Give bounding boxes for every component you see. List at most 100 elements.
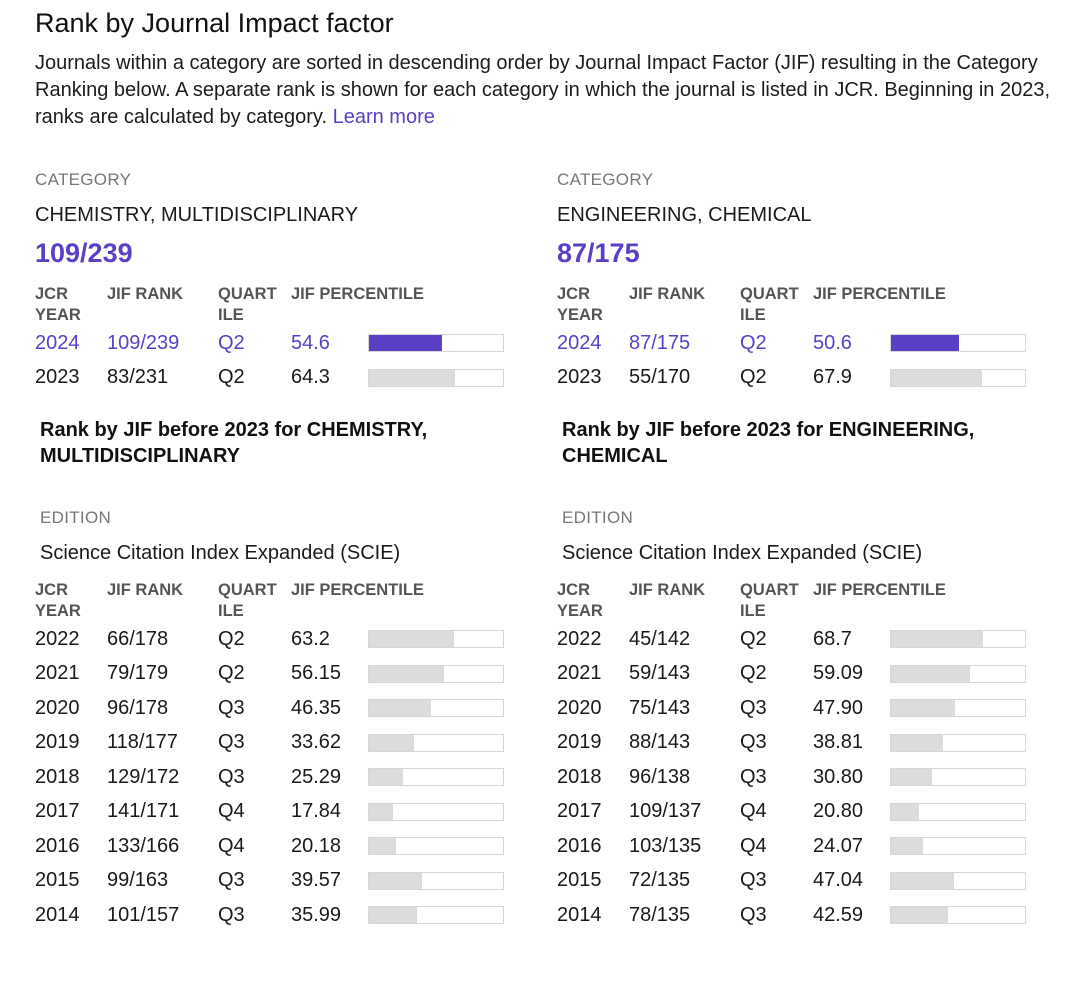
percentile-bar xyxy=(890,368,1026,387)
percentile-bar-fill xyxy=(369,369,456,386)
jif-rank-cell: 79/179 xyxy=(107,662,169,685)
percentile-bar-fill xyxy=(891,907,949,924)
jif-rank-cell: 96/178 xyxy=(107,696,169,719)
percentile-bar-fill xyxy=(891,803,919,820)
edition-block: EDITION Science Citation Index Expanded … xyxy=(557,506,1037,566)
percentile-bar xyxy=(890,837,1026,856)
jif-percentile-cell: 30.80 xyxy=(813,765,864,788)
col-header-quartile: QUARTILE xyxy=(740,580,813,622)
quartile-cell: Q4 xyxy=(740,800,767,823)
percentile-bar xyxy=(368,906,504,925)
col-header-quartile: QUARTILE xyxy=(218,284,291,326)
table-row: 2018 129/172 Q3 25.29 xyxy=(35,760,508,795)
percentile-bar-cell xyxy=(368,657,508,692)
percentile-bar-cell xyxy=(368,829,508,864)
jcr-year-cell: 2021 xyxy=(35,662,80,685)
table-header-row: JCR YEAR JIF RANK QUARTILE JIF PERCENTIL… xyxy=(35,580,508,622)
percentile-bar xyxy=(368,334,504,353)
percentile-bar-cell xyxy=(890,691,1030,726)
quartile-cell: Q3 xyxy=(740,869,767,892)
description: Journals within a category are sorted in… xyxy=(35,50,1065,131)
jif-percentile-cell: 20.18 xyxy=(291,834,342,857)
quartile-cell: Q2 xyxy=(218,331,245,354)
percentile-bar-cell xyxy=(368,864,508,899)
jcr-year-cell: 2014 xyxy=(557,903,602,926)
category-label: CATEGORY xyxy=(557,170,654,189)
percentile-bar xyxy=(368,837,504,856)
quartile-cell: Q2 xyxy=(218,366,245,389)
jif-percentile-cell: 59.09 xyxy=(813,662,864,685)
jif-percentile-cell: 24.07 xyxy=(813,834,864,857)
jcr-year-cell: 2016 xyxy=(557,834,602,857)
percentile-bar-cell xyxy=(890,795,1030,830)
quartile-header-text: QUARTILE xyxy=(218,285,277,324)
col-header-quartile: QUARTILE xyxy=(740,284,813,326)
edition-block: EDITION Science Citation Index Expanded … xyxy=(35,506,515,566)
table-row: 2023 55/170 Q2 67.9 xyxy=(557,361,1030,396)
percentile-bar-fill xyxy=(369,631,454,648)
percentile-bar xyxy=(368,802,504,821)
col-header-jcr-year: JCR YEAR xyxy=(35,581,81,620)
quartile-cell: Q2 xyxy=(740,627,767,650)
percentile-bar-cell xyxy=(368,795,508,830)
jif-percentile-cell: 20.80 xyxy=(813,800,864,823)
jif-rank-cell: 45/142 xyxy=(629,627,691,650)
percentile-bar-fill xyxy=(891,665,971,682)
jcr-year-cell: 2014 xyxy=(35,903,80,926)
percentile-bar-fill xyxy=(369,803,393,820)
percentile-bar-cell xyxy=(890,829,1030,864)
percentile-bar-cell xyxy=(890,622,1030,657)
percentile-bar-fill xyxy=(891,838,924,855)
percentile-bar-cell xyxy=(890,760,1030,795)
jif-rank-cell: 101/157 xyxy=(107,903,180,926)
jcr-year-cell: 2019 xyxy=(557,731,602,754)
jif-percentile-cell: 68.7 xyxy=(813,627,852,650)
percentile-bar-fill xyxy=(369,907,418,924)
jif-percentile-cell: 25.29 xyxy=(291,765,342,788)
jif-rank-cell: 72/135 xyxy=(629,869,691,892)
table-row: 2023 83/231 Q2 64.3 xyxy=(35,361,508,396)
jif-percentile-cell: 64.3 xyxy=(291,366,330,389)
before-2023-title: Rank by JIF before 2023 for CHEMISTRY, M… xyxy=(40,419,428,467)
percentile-bar xyxy=(368,699,504,718)
percentile-bar xyxy=(890,768,1026,787)
percentile-bar-fill xyxy=(891,769,933,786)
percentile-bar-fill xyxy=(891,700,956,717)
percentile-bar-cell xyxy=(368,760,508,795)
table-row: 2016 103/135 Q4 24.07 xyxy=(557,829,1030,864)
percentile-bar xyxy=(368,871,504,890)
percentile-bar-fill xyxy=(369,769,403,786)
percentile-bar xyxy=(368,630,504,649)
category-rank: 87/175 xyxy=(557,238,640,268)
description-text: Journals within a category are sorted in… xyxy=(35,52,1051,128)
jcr-year-cell: 2024 xyxy=(35,331,80,354)
percentile-bar xyxy=(890,871,1026,890)
category-name: ENGINEERING, CHEMICAL xyxy=(557,204,812,226)
jif-rank-cell: 75/143 xyxy=(629,696,691,719)
table-header-row: JCR YEAR JIF RANK QUARTILE JIF PERCENTIL… xyxy=(557,580,1030,622)
edition-label: EDITION xyxy=(40,508,112,527)
table-row: 2022 66/178 Q2 63.2 xyxy=(35,622,508,657)
table-row: 2024 109/239 Q2 54.6 xyxy=(35,326,508,361)
rank-section-header: Rank by Journal Impact factor Journals w… xyxy=(35,0,1065,131)
edition-name: Science Citation Index Expanded (SCIE) xyxy=(40,542,401,564)
percentile-bar-fill xyxy=(369,335,443,352)
percentile-bar-fill xyxy=(369,700,432,717)
table-row: 2014 101/157 Q3 35.99 xyxy=(35,898,508,933)
jcr-year-cell: 2018 xyxy=(35,765,80,788)
percentile-bar xyxy=(890,334,1026,353)
quartile-header-text: QUARTILE xyxy=(218,581,277,620)
jif-percentile-cell: 42.59 xyxy=(813,903,864,926)
category-name: CHEMISTRY, MULTIDISCIPLINARY xyxy=(35,204,359,226)
jif-rank-cell: 109/137 xyxy=(629,800,702,823)
jif-percentile-cell: 56.15 xyxy=(291,662,342,685)
before-2023-title: Rank by JIF before 2023 for ENGINEERING,… xyxy=(562,419,975,467)
percentile-bar-cell xyxy=(890,657,1030,692)
percentile-bar-cell xyxy=(890,864,1030,899)
jif-percentile-cell: 35.99 xyxy=(291,903,342,926)
col-header-jif-percentile: JIF PERCENTILE xyxy=(291,581,424,599)
quartile-cell: Q3 xyxy=(218,765,245,788)
percentile-bar-fill xyxy=(369,734,415,751)
table-row: 2018 96/138 Q3 30.80 xyxy=(557,760,1030,795)
learn-more-link[interactable]: Learn more xyxy=(332,106,435,128)
